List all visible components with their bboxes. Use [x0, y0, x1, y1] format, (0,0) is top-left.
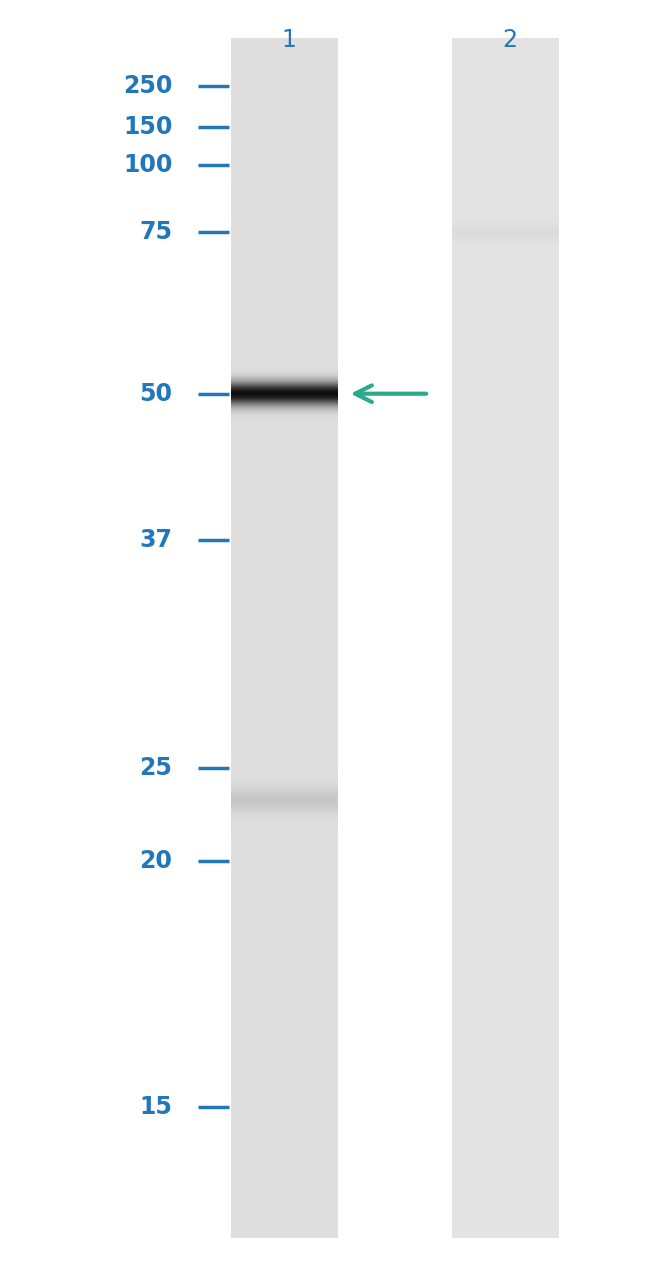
Bar [452, 38, 559, 1238]
Text: 50: 50 [139, 382, 172, 405]
Text: 1: 1 [282, 28, 296, 52]
Text: 100: 100 [123, 154, 172, 177]
Text: 37: 37 [139, 528, 172, 551]
Text: 2: 2 [502, 28, 518, 52]
Text: 25: 25 [139, 757, 172, 780]
Text: 20: 20 [139, 850, 172, 872]
Text: 150: 150 [123, 116, 172, 138]
Bar [231, 38, 338, 1238]
Text: 75: 75 [139, 221, 172, 244]
Text: 250: 250 [123, 75, 172, 98]
Text: 15: 15 [139, 1096, 172, 1119]
